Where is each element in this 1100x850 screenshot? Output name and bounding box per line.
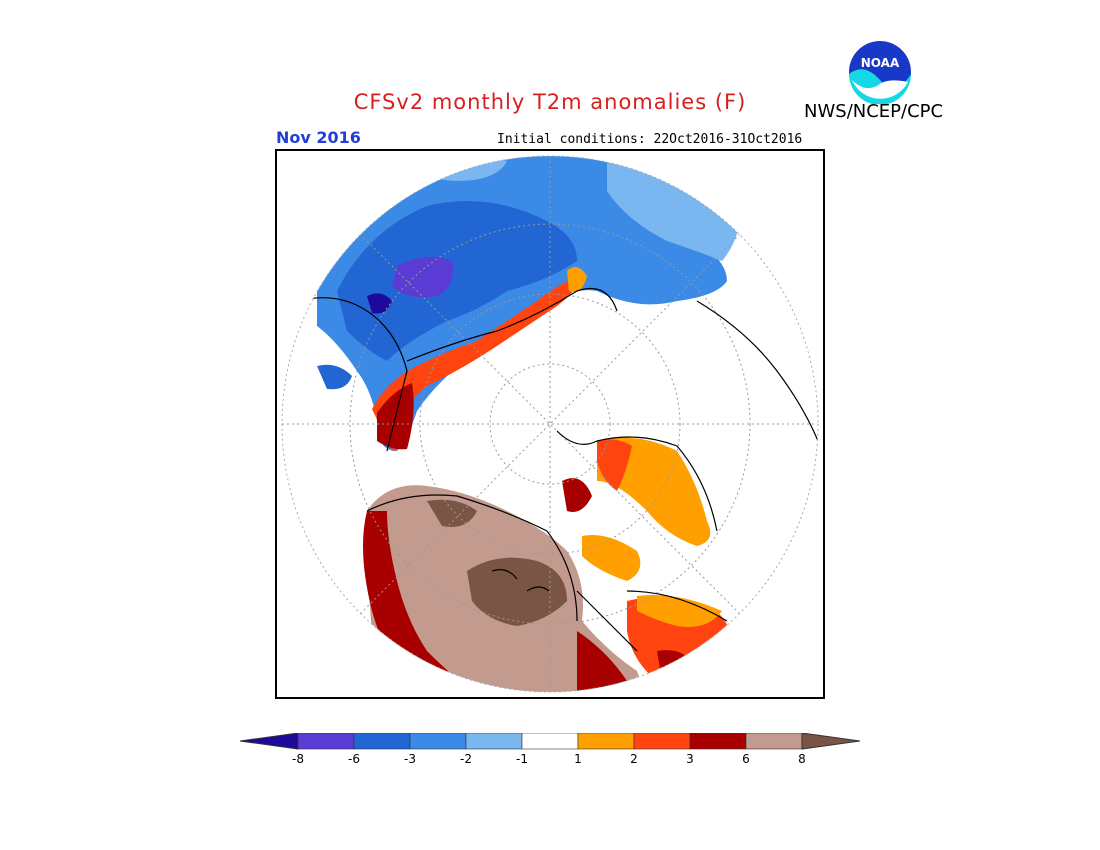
legend-tick-label: 8 [798,752,806,766]
legend-swatch [577,733,635,750]
legend-tick-label: 3 [686,752,694,766]
legend-tick-label: 6 [742,752,750,766]
legend-tick-label: -6 [348,752,360,766]
legend-swatch [633,733,691,750]
legend-swatch [409,733,467,750]
map-title: CFSv2 monthly T2m anomalies (F) [353,90,747,114]
legend-tick-label: -8 [292,752,304,766]
agency-label: NWS/NCEP/CPC [804,101,944,122]
legend-swatch [465,733,523,750]
legend-tick-label: -3 [404,752,416,766]
legend-swatch [689,733,747,750]
color-legend: -8 -6 -3 -2 -1 1 2 3 6 8 [240,733,860,766]
legend-swatch [745,733,803,750]
legend-tick-label: -1 [516,752,528,766]
legend-swatch [353,733,411,750]
anomaly-map [281,155,819,693]
polar-map [275,149,825,699]
forecast-month: Nov 2016 [276,128,361,147]
legend-arrow-low [240,733,299,750]
legend-swatch [297,733,355,750]
legend-swatch [521,733,579,750]
legend-arrow-high [801,733,860,750]
legend-tick-label: 1 [574,752,582,766]
svg-text:NOAA: NOAA [861,56,900,70]
noaa-logo: NOAA [849,41,911,104]
legend-tick-label: -2 [460,752,472,766]
initial-conditions: Initial conditions: 22Oct2016-31Oct2016 [497,132,803,147]
legend-tick-label: 2 [630,752,638,766]
